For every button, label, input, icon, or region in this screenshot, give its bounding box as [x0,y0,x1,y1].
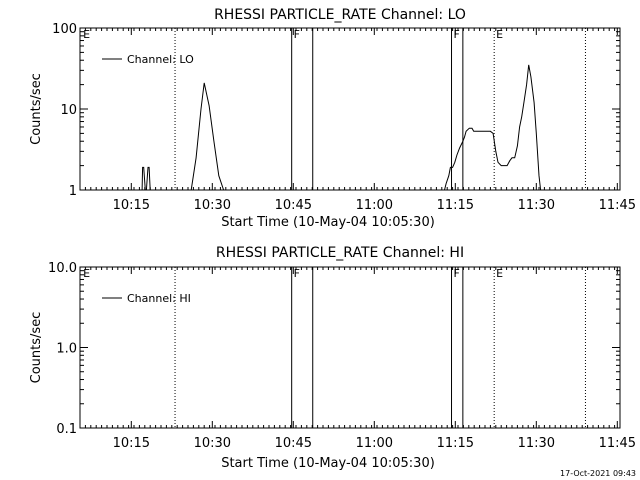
y-tick-label: 10.0 [48,261,77,276]
event-marker-label: F [454,267,460,280]
x-tick-label: 11:00 [356,198,393,213]
x-axis-label: Start Time (10-May-04 10:05:30) [221,456,435,471]
event-marker-label: E [496,267,503,280]
x-tick-label: 11:30 [518,198,555,213]
x-axis-label: Start Time (10-May-04 10:05:30) [221,215,435,230]
x-tick-label: 10:30 [194,198,231,213]
x-tick-label: 11:15 [437,436,474,451]
x-tick-label: 11:30 [518,436,555,451]
x-tick-label: 10:30 [194,436,231,451]
y-tick-label: 1 [69,184,77,199]
y-axis-label: Counts/sec [29,312,44,384]
event-marker-label: F [294,267,300,280]
event-marker-label: E [496,28,503,41]
event-marker-label: E [83,267,90,280]
y-tick-label: 1.0 [56,342,77,357]
y-tick-label: 100 [52,22,77,37]
event-marker-label: F [294,28,300,41]
series-line [141,64,542,191]
x-tick-label: 10:45 [275,436,312,451]
legend-entry: Channel: HI [127,292,191,305]
y-tick-label: 10 [60,103,77,118]
x-tick-label: 11:00 [356,436,393,451]
x-tick-label: 11:15 [437,198,474,213]
x-tick-label: 10:45 [275,198,312,213]
chart-title: RHESSI PARTICLE_RATE Channel: LO [214,7,466,23]
y-axis-label: Counts/sec [29,73,44,145]
legend-entry: Channel: LO [127,53,194,66]
x-tick-label: 10:15 [113,436,150,451]
date-stamp: 17-Oct-2021 09:43 [560,469,636,478]
x-tick-label: 11:45 [599,436,636,451]
y-tick-label: 0.1 [56,422,77,437]
event-marker-label: E [83,28,90,41]
chart-title: RHESSI PARTICLE_RATE Channel: HI [216,245,464,261]
event-marker-label: F [454,28,460,41]
x-tick-label: 10:15 [113,198,150,213]
x-tick-label: 11:45 [599,198,636,213]
